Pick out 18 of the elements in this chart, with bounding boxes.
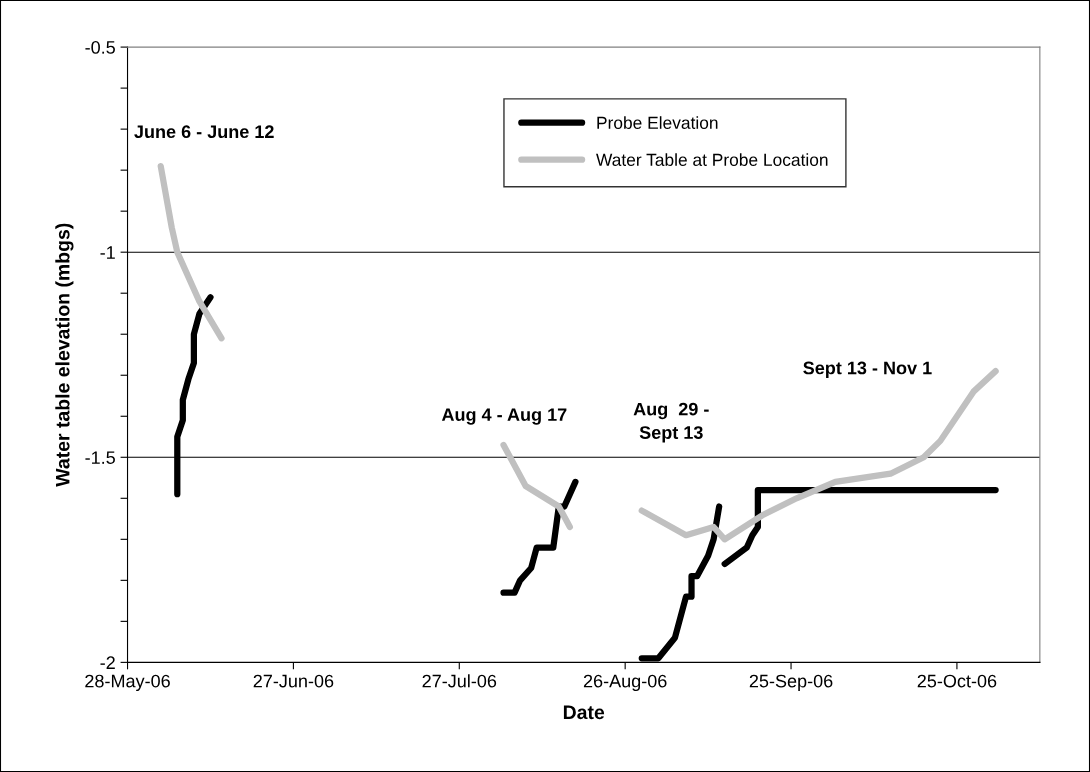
x-tick-label: 26-Aug-06 xyxy=(583,674,667,692)
annotation: Sept 13 - Nov 1 xyxy=(803,361,932,378)
x-tick-label: 25-Oct-06 xyxy=(917,674,997,688)
y-tick-label: -1.5 xyxy=(85,451,115,464)
x-axis-title: Date xyxy=(563,705,605,720)
y-tick-label: -2 xyxy=(100,656,115,669)
y-tick-label: -0.5 xyxy=(85,41,115,54)
x-tick-label: 28-May-06 xyxy=(85,674,170,692)
legend-label: Water Table at Probe Location xyxy=(596,153,828,166)
annotation: June 6 - June 12 xyxy=(134,125,274,139)
annotation: Aug 4 - Aug 17 xyxy=(441,408,567,425)
y-tick-label: -1 xyxy=(100,246,115,259)
y-axis-title: Water table elevation (mbgs) xyxy=(55,223,74,487)
legend-label: Probe Elevation xyxy=(597,116,718,129)
x-tick-label: 27-Jun-06 xyxy=(253,674,334,688)
x-tick-label: 25-Sep-06 xyxy=(749,674,833,692)
x-tick-label: 27-Jul-06 xyxy=(422,674,497,688)
annotation: Aug 29 - Sept 13 xyxy=(633,402,709,443)
